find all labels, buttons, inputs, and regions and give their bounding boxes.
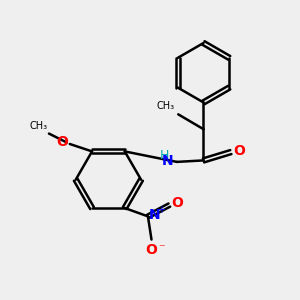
- Text: O: O: [233, 144, 245, 158]
- Text: H: H: [160, 149, 169, 162]
- Text: +: +: [158, 205, 165, 215]
- Text: O: O: [171, 196, 183, 210]
- Text: CH₃: CH₃: [29, 121, 47, 130]
- Text: N: N: [149, 208, 161, 222]
- Text: N: N: [162, 154, 174, 168]
- Text: O: O: [56, 136, 68, 149]
- Text: CH₃: CH₃: [157, 101, 175, 111]
- Text: O: O: [146, 243, 158, 257]
- Text: ⁻: ⁻: [158, 242, 165, 256]
